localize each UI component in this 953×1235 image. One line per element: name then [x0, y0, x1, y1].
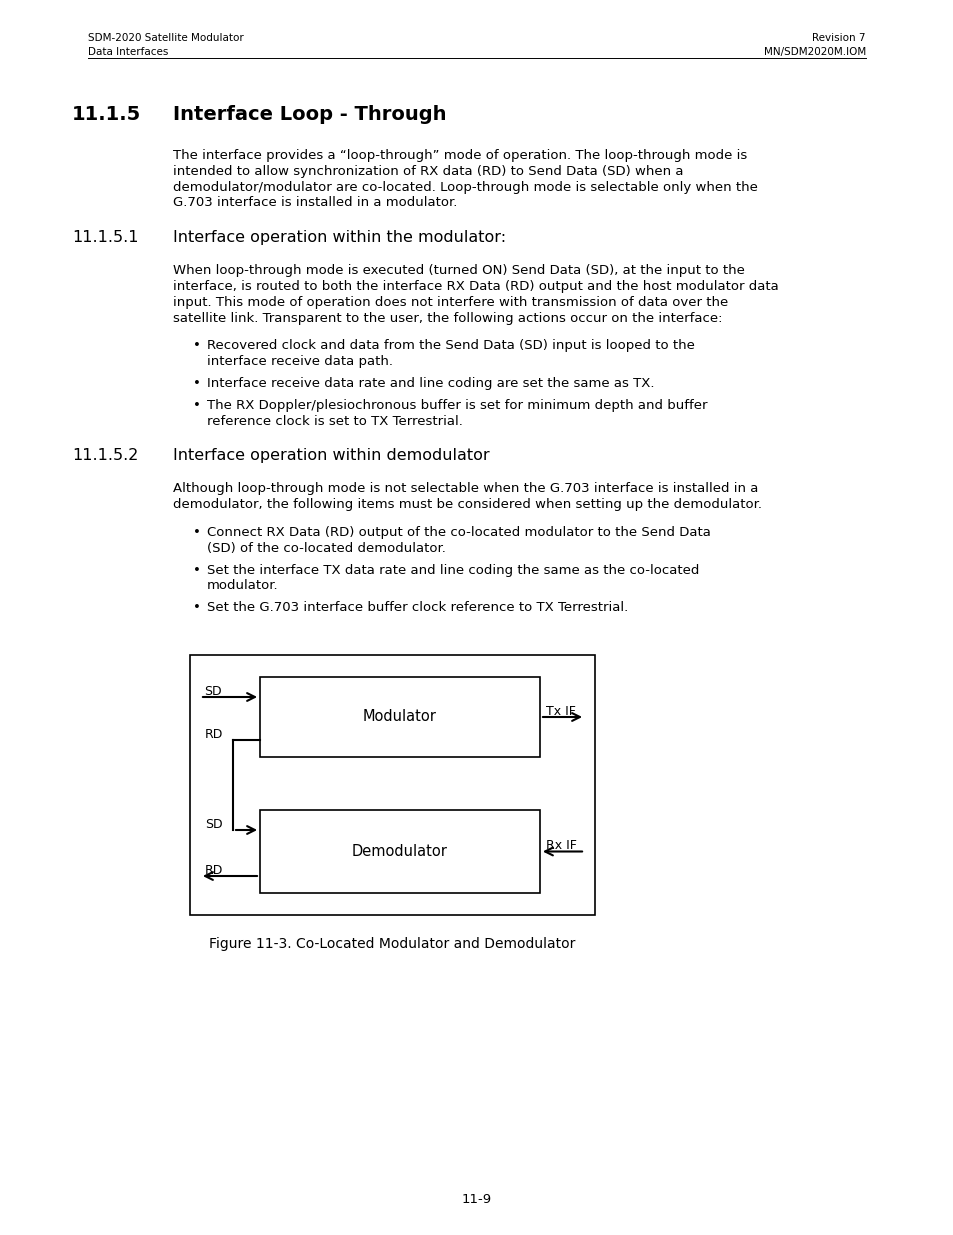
Text: Revision 7: Revision 7 — [812, 33, 865, 43]
Text: Demodulator: Demodulator — [352, 844, 448, 860]
Text: Modulator: Modulator — [363, 709, 436, 725]
Text: •: • — [193, 526, 201, 538]
Text: modulator.: modulator. — [207, 579, 278, 593]
Text: SDM-2020 Satellite Modulator: SDM-2020 Satellite Modulator — [88, 33, 244, 43]
Text: (SD) of the co-located demodulator.: (SD) of the co-located demodulator. — [207, 542, 445, 555]
Text: RD: RD — [205, 727, 223, 741]
Text: intended to allow synchronization of RX data (RD) to Send Data (SD) when a: intended to allow synchronization of RX … — [172, 164, 682, 178]
Text: 11.1.5.2: 11.1.5.2 — [71, 448, 138, 463]
Text: demodulator, the following items must be considered when setting up the demodula: demodulator, the following items must be… — [172, 498, 761, 511]
Text: input. This mode of operation does not interfere with transmission of data over : input. This mode of operation does not i… — [172, 296, 727, 309]
Bar — [260, 810, 539, 893]
Text: Rx IF: Rx IF — [545, 840, 577, 852]
Text: Although loop-through mode is not selectable when the G.703 interface is install: Although loop-through mode is not select… — [172, 483, 758, 495]
Text: RD: RD — [205, 864, 223, 877]
Text: Connect RX Data (RD) output of the co-located modulator to the Send Data: Connect RX Data (RD) output of the co-lo… — [207, 526, 710, 538]
Text: Set the G.703 interface buffer clock reference to TX Terrestrial.: Set the G.703 interface buffer clock ref… — [207, 601, 628, 614]
Text: satellite link. Transparent to the user, the following actions occur on the inte: satellite link. Transparent to the user,… — [172, 311, 721, 325]
Text: SD: SD — [204, 685, 221, 698]
Bar — [190, 655, 595, 915]
Text: •: • — [193, 601, 201, 614]
Text: Tx IF: Tx IF — [545, 705, 576, 718]
Text: The interface provides a “loop-through” mode of operation. The loop-through mode: The interface provides a “loop-through” … — [172, 149, 746, 162]
Text: Interface operation within the modulator:: Interface operation within the modulator… — [172, 230, 506, 246]
Text: •: • — [193, 563, 201, 577]
Text: G.703 interface is installed in a modulator.: G.703 interface is installed in a modula… — [172, 196, 456, 210]
Text: •: • — [193, 399, 201, 411]
Text: interface, is routed to both the interface RX Data (RD) output and the host modu: interface, is routed to both the interfa… — [172, 280, 778, 293]
Text: demodulator/modulator are co-located. Loop-through mode is selectable only when : demodulator/modulator are co-located. Lo… — [172, 180, 757, 194]
Text: Interface receive data rate and line coding are set the same as TX.: Interface receive data rate and line cod… — [207, 377, 654, 390]
Text: MN/SDM2020M.IOM: MN/SDM2020M.IOM — [763, 47, 865, 57]
Text: 11.1.5: 11.1.5 — [71, 105, 141, 124]
Text: Data Interfaces: Data Interfaces — [88, 47, 168, 57]
Text: reference clock is set to TX Terrestrial.: reference clock is set to TX Terrestrial… — [207, 415, 462, 427]
Text: interface receive data path.: interface receive data path. — [207, 356, 393, 368]
Text: Interface Loop - Through: Interface Loop - Through — [172, 105, 446, 124]
Text: 11.1.5.1: 11.1.5.1 — [71, 230, 138, 246]
Text: Figure 11-3. Co-Located Modulator and Demodulator: Figure 11-3. Co-Located Modulator and De… — [209, 937, 575, 951]
Text: Interface operation within demodulator: Interface operation within demodulator — [172, 448, 489, 463]
Text: •: • — [193, 377, 201, 390]
Text: Set the interface TX data rate and line coding the same as the co-located: Set the interface TX data rate and line … — [207, 563, 699, 577]
Text: The RX Doppler/plesiochronous buffer is set for minimum depth and buffer: The RX Doppler/plesiochronous buffer is … — [207, 399, 707, 411]
Bar — [260, 677, 539, 757]
Text: 11-9: 11-9 — [461, 1193, 492, 1207]
Text: SD: SD — [205, 818, 222, 831]
Text: •: • — [193, 340, 201, 352]
Text: When loop-through mode is executed (turned ON) Send Data (SD), at the input to t: When loop-through mode is executed (turn… — [172, 264, 744, 277]
Text: Recovered clock and data from the Send Data (SD) input is looped to the: Recovered clock and data from the Send D… — [207, 340, 694, 352]
